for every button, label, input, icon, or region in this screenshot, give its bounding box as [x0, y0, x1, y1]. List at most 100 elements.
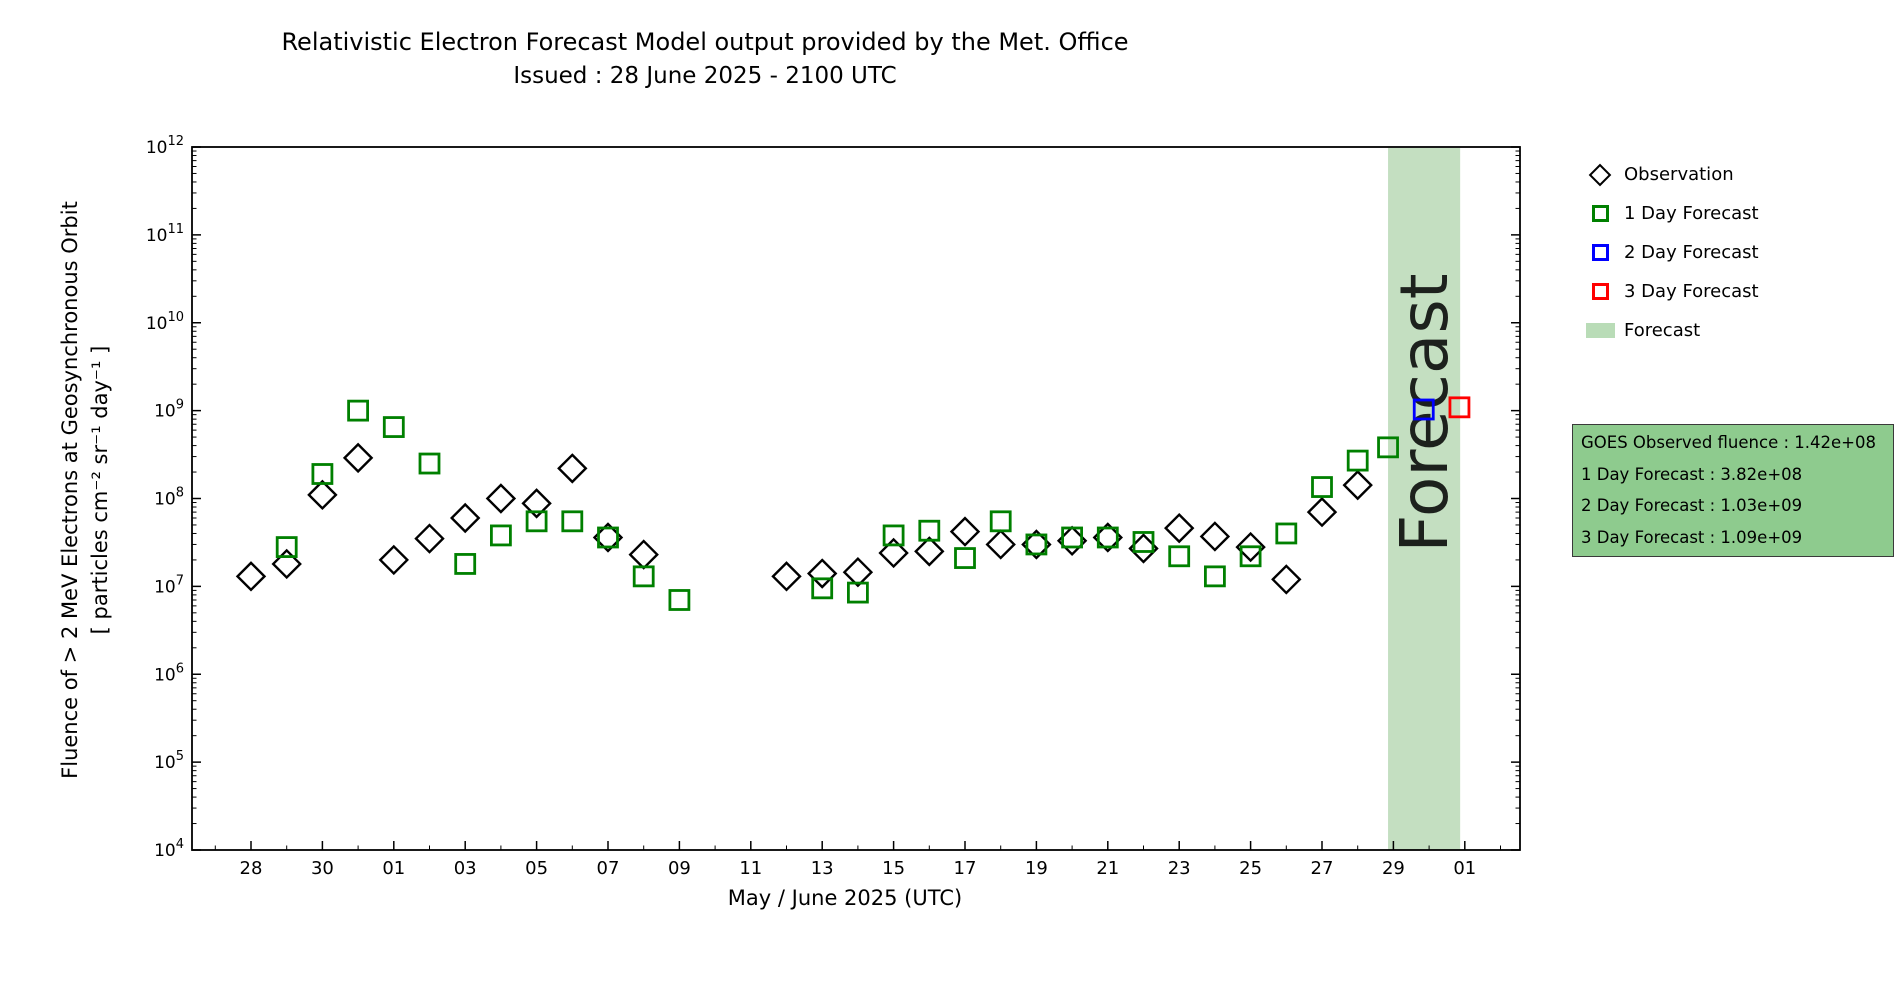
observation-marker — [628, 539, 659, 570]
observation-marker — [414, 523, 445, 554]
y-tick-label: 1011 — [146, 222, 184, 246]
x-tick-label: 27 — [1311, 858, 1334, 879]
forecast-band — [1388, 148, 1461, 850]
observation-marker — [378, 544, 409, 576]
observation-marker — [1306, 496, 1338, 528]
one-day-forecast-marker — [418, 452, 441, 475]
observation-diamond-icon — [1585, 163, 1615, 186]
observation-marker — [985, 529, 1016, 560]
two-day-forecast-square-icon — [1585, 244, 1615, 261]
x-tick-label: 15 — [882, 858, 905, 879]
legend-label-3-day-forecast: 3 Day Forecast — [1624, 281, 1759, 302]
x-tick-label: 19 — [1025, 858, 1048, 879]
x-tick-label: 13 — [811, 858, 834, 879]
one-day-forecast-marker — [454, 553, 477, 575]
one-day-forecast-marker — [311, 463, 334, 485]
legend-label-2-day-forecast: 2 Day Forecast — [1624, 242, 1759, 263]
observation-marker — [342, 442, 374, 474]
forecast-summary-box: GOES Observed fluence : 1.42e+08 1 Day F… — [1572, 424, 1894, 557]
one-day-forecast-square-icon — [1585, 205, 1615, 222]
forecast-watermark: Forecast — [1386, 273, 1463, 552]
legend-label-observation: Observation — [1624, 164, 1734, 185]
legend-item-3-day-forecast: 3 Day Forecast — [1585, 280, 1759, 303]
legend-label-forecast-band: Forecast — [1624, 320, 1701, 341]
observation-marker — [557, 453, 588, 484]
one-day-forecast-marker — [1377, 436, 1399, 459]
legend-label-1-day-forecast: 1 Day Forecast — [1624, 203, 1759, 224]
one-day-forecast-marker — [989, 510, 1012, 533]
one-day-forecast-marker — [347, 399, 370, 422]
chart-title: Relativistic Electron Forecast Model out… — [281, 28, 1129, 56]
observation-marker — [450, 502, 481, 534]
observation-marker — [1271, 564, 1302, 595]
observation-marker — [949, 516, 981, 547]
observation-marker — [521, 488, 552, 519]
x-tick-label: 05 — [525, 858, 548, 879]
one-day-forecast-marker — [918, 519, 941, 542]
one-day-forecast-marker — [954, 547, 976, 569]
observation-marker — [807, 558, 838, 589]
x-tick-label: 17 — [954, 858, 977, 879]
legend-item-1-day-forecast: 1 Day Forecast — [1585, 202, 1759, 225]
observation-marker — [1199, 521, 1231, 552]
three-day-forecast-square-icon — [1585, 283, 1615, 300]
observation-marker — [271, 548, 302, 580]
one-day-forecast-marker — [668, 589, 691, 611]
x-tick-label: 23 — [1168, 858, 1191, 879]
y-axis-label-line2: [ particles cm⁻² sr⁻¹ day⁻¹ ] — [88, 345, 112, 635]
x-tick-label: 11 — [739, 858, 762, 879]
one-day-forecast-marker — [1204, 565, 1226, 588]
observation-marker — [307, 479, 338, 511]
one-day-forecast-marker — [1239, 545, 1262, 568]
y-tick-label: 107 — [154, 573, 184, 597]
observation-marker — [914, 536, 945, 567]
x-tick-label: 30 — [311, 858, 334, 879]
legend-item-2-day-forecast: 2 Day Forecast — [1585, 241, 1759, 264]
forecast-band-patch-icon — [1585, 323, 1615, 338]
y-tick-label: 104 — [154, 837, 184, 861]
one-day-forecast-marker — [525, 510, 548, 533]
one-day-forecast-marker — [1346, 449, 1369, 472]
observation-marker — [1235, 531, 1266, 563]
one-day-forecast-marker — [1168, 545, 1191, 568]
one-day-forecast-marker — [489, 524, 512, 547]
x-tick-label: 09 — [668, 858, 691, 879]
one-day-forecast-marker — [632, 565, 655, 588]
x-tick-label: 21 — [1096, 858, 1119, 879]
two-day-forecast-line: 2 Day Forecast : 1.03e+09 — [1581, 496, 1803, 515]
observation-marker — [235, 561, 267, 592]
three-day-forecast-line: 3 Day Forecast : 1.09e+09 — [1581, 527, 1803, 547]
one-day-forecast-marker — [1132, 531, 1155, 553]
x-tick-label: 25 — [1239, 858, 1262, 879]
goes-observed-fluence-line: GOES Observed fluence : 1.42e+08 — [1581, 433, 1876, 452]
x-tick-label: 29 — [1382, 858, 1405, 879]
one-day-forecast-marker — [275, 536, 298, 558]
observation-marker — [771, 561, 802, 592]
one-day-forecast-marker — [1061, 526, 1083, 549]
x-tick-label: 01 — [1453, 858, 1476, 879]
observation-marker — [878, 537, 909, 569]
legend-item-forecast-band: Forecast — [1585, 319, 1759, 342]
x-axis-label: May / June 2025 (UTC) — [727, 886, 963, 910]
y-tick-label: 109 — [154, 398, 184, 422]
three-day-forecast-marker — [1448, 396, 1471, 419]
chart-header: Relativistic Electron Forecast Model out… — [0, 28, 1410, 89]
one-day-forecast-marker — [847, 581, 869, 604]
one-day-forecast-marker — [1025, 533, 1048, 556]
y-tick-label: 106 — [154, 661, 184, 685]
chart-subtitle: Issued : 28 June 2025 - 2100 UTC — [513, 63, 897, 89]
one-day-forecast-marker — [597, 526, 619, 549]
y-tick-label: 1010 — [146, 310, 184, 334]
one-day-forecast-line: 1 Day Forecast : 3.82e+08 — [1581, 464, 1803, 484]
observation-marker — [485, 483, 517, 514]
x-tick-label: 01 — [382, 858, 405, 879]
y-axis-label-line1: Fluence of > 2 MeV Electrons at Geosynch… — [58, 201, 82, 779]
observation-marker — [1164, 512, 1195, 544]
x-tick-label: 28 — [240, 858, 263, 879]
y-tick-label: 105 — [154, 749, 184, 773]
one-day-forecast-marker — [1275, 522, 1298, 545]
two-day-forecast-marker — [1412, 398, 1435, 421]
legend-item-observation: Observation — [1585, 163, 1759, 186]
one-day-forecast-marker — [561, 510, 584, 533]
